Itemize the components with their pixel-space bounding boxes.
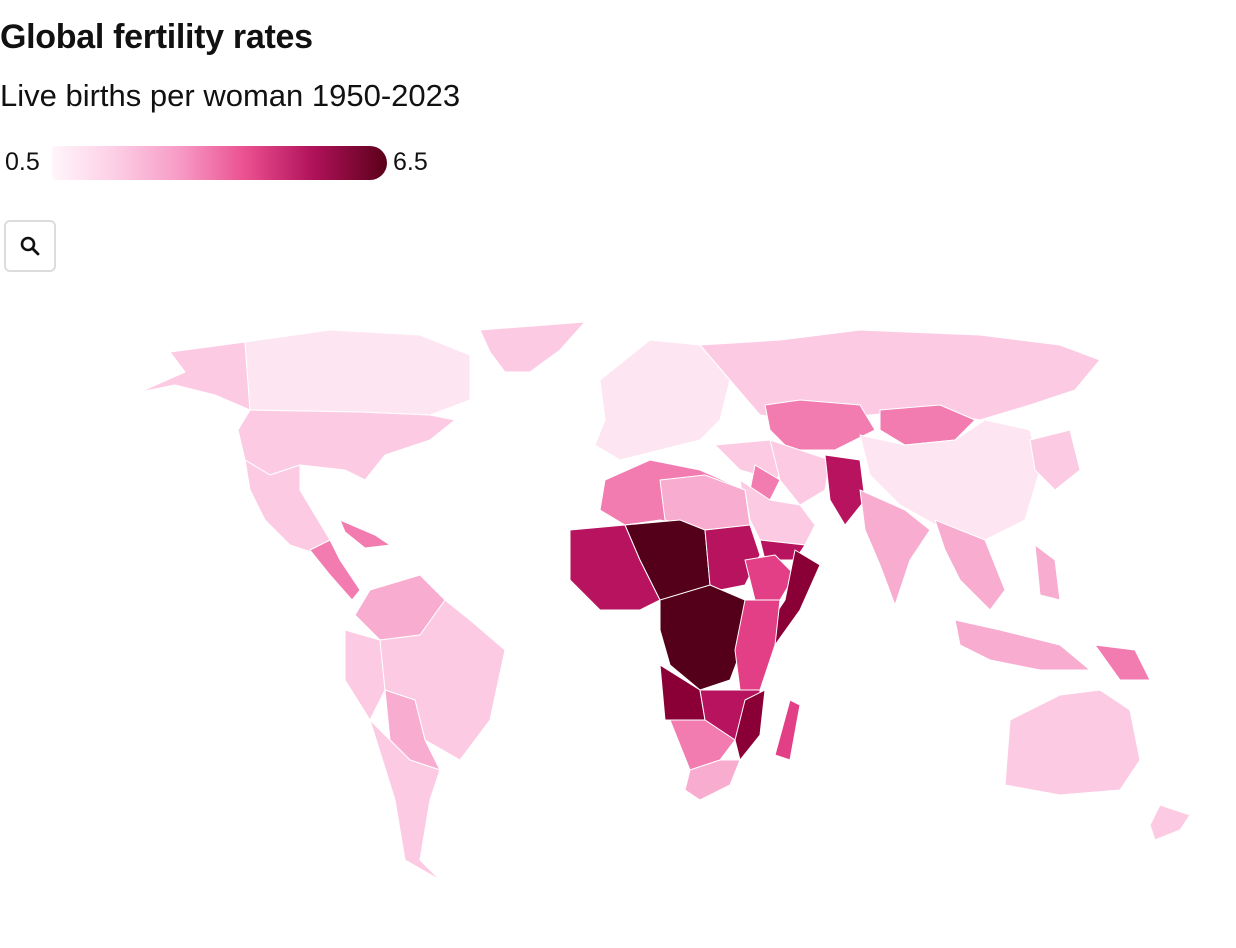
region-caribbean[interactable] bbox=[339, 519, 391, 549]
region-mozambique[interactable] bbox=[734, 689, 766, 761]
region-india[interactable] bbox=[859, 489, 931, 606]
region-philippines[interactable] bbox=[1034, 544, 1061, 601]
region-europe[interactable] bbox=[594, 339, 731, 461]
page-title: Global fertility rates bbox=[0, 18, 313, 56]
region-southeast-asia[interactable] bbox=[934, 519, 1006, 611]
region-indonesia[interactable] bbox=[954, 619, 1091, 671]
region-australia[interactable] bbox=[1004, 689, 1141, 796]
region-greenland[interactable] bbox=[479, 321, 586, 373]
region-namibia-botswana[interactable] bbox=[669, 719, 736, 771]
region-papua-new-guinea[interactable] bbox=[1094, 644, 1151, 681]
legend-gradient-bar bbox=[52, 146, 387, 180]
color-legend: 0.5 6.5 bbox=[0, 144, 440, 182]
region-mexico[interactable] bbox=[244, 459, 331, 556]
region-peru-ecuador[interactable] bbox=[344, 629, 386, 721]
region-argentina-chile[interactable] bbox=[369, 719, 441, 881]
region-central-america[interactable] bbox=[309, 539, 361, 601]
region-alaska[interactable] bbox=[139, 341, 251, 411]
region-afghanistan-pakistan[interactable] bbox=[824, 454, 866, 526]
region-brazil[interactable] bbox=[379, 599, 506, 761]
page-subtitle: Live births per woman 1950-2023 bbox=[0, 78, 461, 113]
search-button[interactable] bbox=[4, 220, 56, 272]
region-canada[interactable] bbox=[244, 329, 471, 416]
region-new-zealand[interactable] bbox=[1149, 804, 1191, 841]
legend-max-label: 6.5 bbox=[393, 148, 428, 176]
region-japan-korea[interactable] bbox=[1029, 429, 1081, 491]
region-russia[interactable] bbox=[699, 329, 1101, 421]
world-map[interactable] bbox=[0, 300, 1236, 900]
region-central-africa[interactable] bbox=[659, 584, 746, 691]
region-china[interactable] bbox=[859, 419, 1041, 541]
region-madagascar[interactable] bbox=[774, 699, 801, 761]
search-icon bbox=[20, 236, 40, 256]
region-south-africa[interactable] bbox=[684, 759, 741, 801]
region-kazakhstan[interactable] bbox=[764, 399, 876, 451]
region-usa[interactable] bbox=[237, 409, 456, 481]
legend-min-label: 0.5 bbox=[5, 148, 40, 176]
